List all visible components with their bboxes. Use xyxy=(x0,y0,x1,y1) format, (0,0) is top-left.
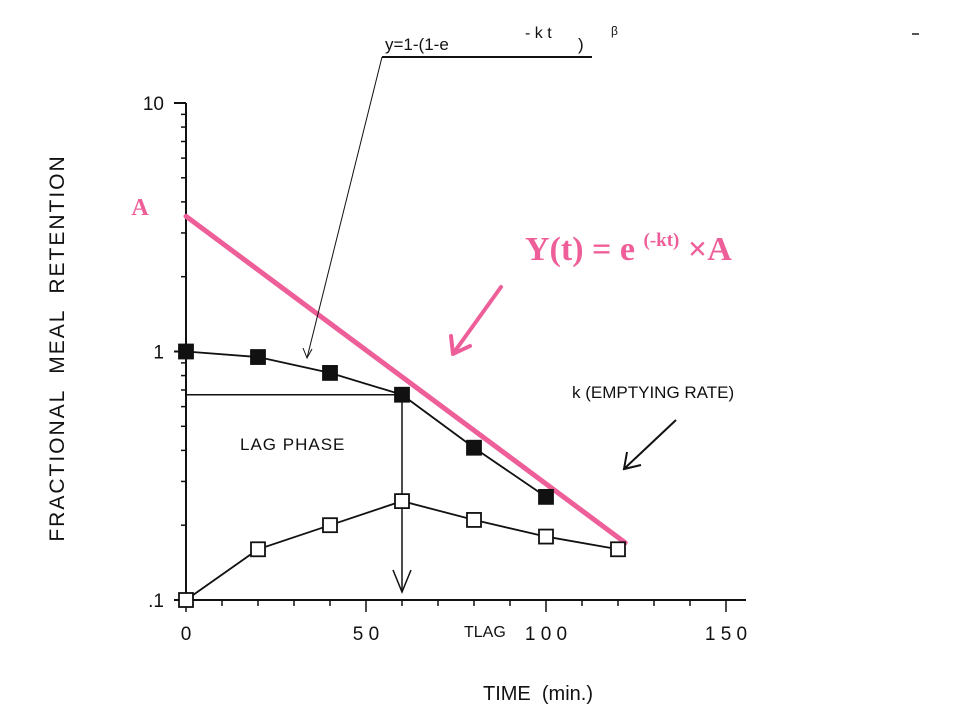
formula-pointer-line xyxy=(306,56,383,359)
formula-top-close: ) xyxy=(578,35,584,54)
emptying-rate-label: k (EMPTYING RATE) xyxy=(572,383,734,402)
series-2-point xyxy=(250,541,266,558)
x-tick-label: 1 5 0 xyxy=(705,624,747,645)
emptying-rate-arrow-shaft xyxy=(624,419,677,469)
fit-line xyxy=(183,213,628,546)
series-1-point xyxy=(538,488,554,505)
x-tick-label: 5 0 xyxy=(353,624,379,645)
tlag-arrow-head xyxy=(392,569,412,594)
series-1-point xyxy=(322,365,338,381)
emptying-rate-arrow-head xyxy=(622,451,642,471)
x-tick-label: 1 0 0 xyxy=(525,624,567,645)
series-1-point xyxy=(178,343,194,360)
series-1-line xyxy=(185,350,547,498)
y-tick-label: 1 xyxy=(153,343,164,364)
series-1-point xyxy=(394,386,410,403)
chart-markers xyxy=(178,343,626,608)
series-1-point xyxy=(250,349,266,365)
chart-annotations xyxy=(302,33,919,471)
x-axis-label: TIME (min.) xyxy=(483,683,593,705)
tlag-label: TLAG xyxy=(464,624,506,641)
pink-formula-exponent: (-kt) xyxy=(644,230,680,251)
pink-formula-base: Y(t) = e xyxy=(525,231,635,268)
pink-arrow-shaft xyxy=(453,285,503,353)
y-axis-label: FRACTIONAL MEAL RETENTION xyxy=(46,154,69,541)
lag-phase-label: LAG PHASE xyxy=(240,435,345,454)
series-2-point xyxy=(538,528,554,545)
series-2-point xyxy=(466,512,482,528)
pink-A-label: A xyxy=(131,195,149,221)
series-2-point xyxy=(394,493,410,510)
y-tick-label: 10 xyxy=(143,94,164,115)
formula-top-beta: β xyxy=(611,24,618,38)
chart-axes: .1 1 10 0 5 0 1 0 0 1 5 0 xyxy=(143,94,747,645)
pink-formula: Y(t) = e (-kt) ×A xyxy=(525,217,732,268)
pink-arrow-head xyxy=(449,334,472,356)
y-tick-label: .1 xyxy=(148,591,164,612)
series-2-point xyxy=(322,517,338,534)
formula-pointer-head xyxy=(302,347,313,360)
series-1-point xyxy=(466,439,482,456)
x-tick-label: 0 xyxy=(181,624,192,645)
series-2-point xyxy=(178,592,194,608)
pink-formula-tail: ×A xyxy=(688,231,732,268)
series-2-point xyxy=(610,541,626,558)
formula-top: y=1-(1-e xyxy=(385,35,449,54)
formula-top-exponent: - k t xyxy=(525,25,552,42)
